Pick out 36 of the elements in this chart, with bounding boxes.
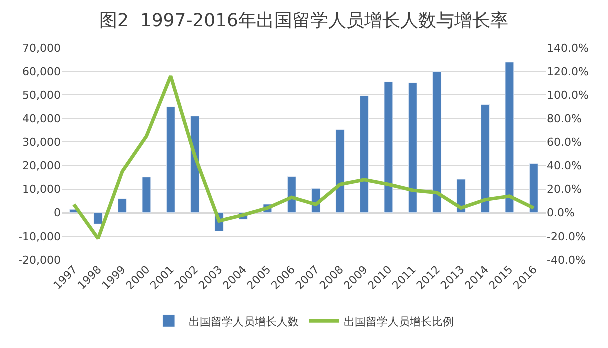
y-tick-label: 70,000 [22,42,61,55]
y2-tick-label: 100.0% [547,88,589,102]
bar [142,177,152,214]
y2-tick-label: 140.0% [547,42,589,55]
y-tick-label: 20,000 [22,160,61,173]
y-tick-label: 10,000 [22,183,61,196]
legend-label: 出国留学人员增长比例 [344,315,454,328]
y-tick-label: -20,000 [18,254,61,267]
y2-tick-label: 80.0% [547,112,582,126]
bar [336,129,345,214]
y-tick-label: 50,000 [22,88,61,102]
y2-tick-label: 40.0% [547,160,582,173]
bar [481,104,490,214]
bar [94,212,103,224]
y-tick-label: 40,000 [22,112,61,126]
bar [166,106,176,214]
bar [384,82,394,214]
y2-tick-label: 20.0% [547,183,582,196]
y-tick-label: -10,000 [18,230,61,244]
bar [408,82,418,214]
legend-label: 出国留学人员增长人数 [189,315,299,328]
y-tick-label: 0 [54,206,61,220]
bar [360,96,369,214]
chart-title: 图2 1997-2016年出国留学人员增长人数与增长率 [99,10,509,32]
bar [505,62,514,214]
bar [432,72,442,214]
y2-tick-label: -20.0% [547,230,586,244]
y-tick-label: 60,000 [22,65,61,78]
y2-tick-label: 0.0% [547,206,575,220]
line-series [72,74,536,241]
y2-tick-label: -40.0% [547,254,586,267]
y-tick-label: 30,000 [22,136,61,150]
y2-tick-label: 60.0% [547,136,582,150]
bar [118,198,127,214]
y2-tick-label: 120.0% [547,65,589,78]
bar [529,164,538,214]
